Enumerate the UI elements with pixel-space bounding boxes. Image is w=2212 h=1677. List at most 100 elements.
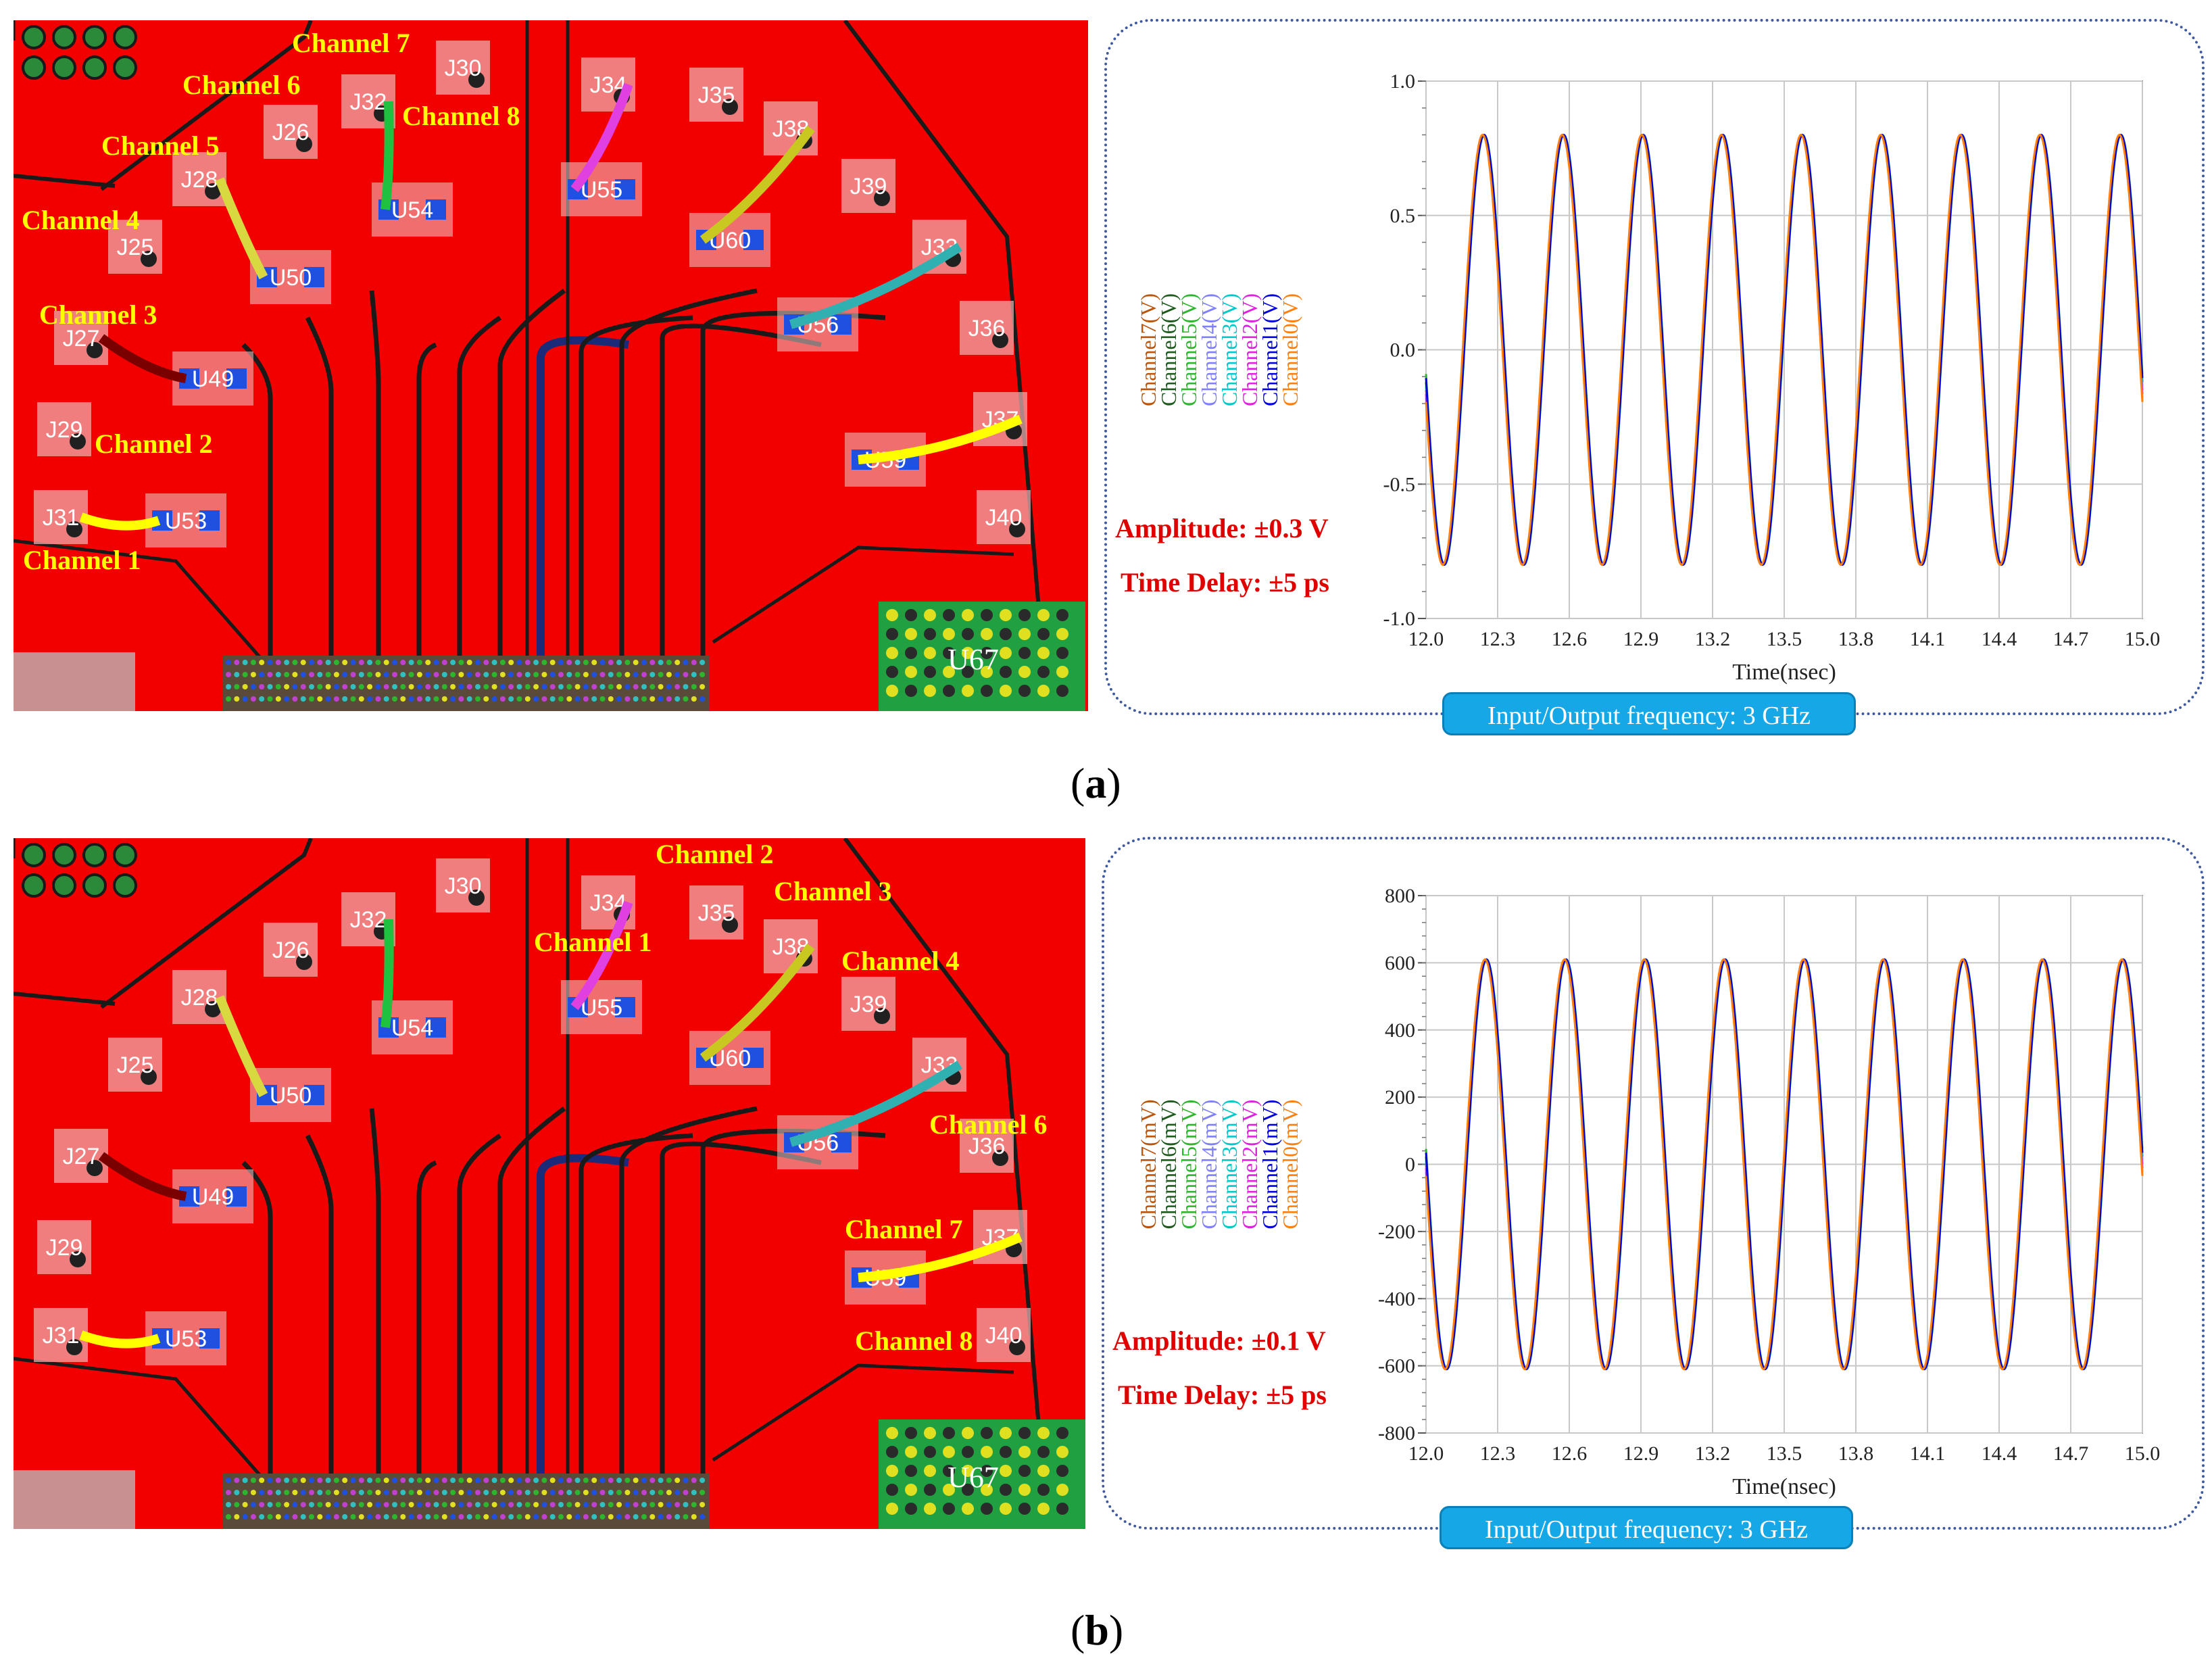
bga-ball bbox=[516, 660, 522, 665]
component-label: J39 bbox=[850, 992, 887, 1017]
component-pad bbox=[1009, 521, 1025, 537]
bga-ball bbox=[441, 1514, 447, 1520]
bga-ball bbox=[691, 1514, 697, 1520]
bga-ball bbox=[591, 1502, 597, 1507]
bga-ball bbox=[499, 1490, 506, 1495]
u67-via bbox=[1000, 628, 1012, 640]
bga-ball bbox=[475, 660, 481, 665]
bga-ball bbox=[608, 696, 614, 702]
bga-ball bbox=[608, 1478, 614, 1483]
component-label: J30 bbox=[445, 873, 482, 899]
bga-ball bbox=[275, 684, 281, 689]
bga-ball bbox=[383, 684, 389, 689]
component-label: U49 bbox=[192, 366, 234, 392]
bga-ball bbox=[325, 1478, 331, 1483]
component-label: J28 bbox=[181, 985, 218, 1011]
component-label: J32 bbox=[350, 89, 387, 115]
bga-ball bbox=[226, 1478, 231, 1483]
bga-ball bbox=[583, 1490, 589, 1495]
legend-entry: Channel5(mV) bbox=[1177, 1100, 1201, 1230]
bga-ball bbox=[317, 660, 323, 665]
bga-ball bbox=[333, 1490, 339, 1495]
u67-via bbox=[924, 647, 936, 659]
component-pad bbox=[426, 1017, 446, 1038]
component-pad bbox=[304, 1085, 324, 1105]
bga-ball bbox=[475, 684, 481, 689]
feed-line bbox=[858, 1232, 1023, 1282]
bga-ball bbox=[267, 660, 273, 665]
bga-ball bbox=[641, 696, 647, 702]
bga-ball bbox=[683, 696, 689, 702]
bga-ball bbox=[524, 696, 531, 702]
bga-ball bbox=[350, 1502, 356, 1507]
bga-ball bbox=[292, 1514, 298, 1520]
bga-ball bbox=[516, 672, 522, 677]
component-j28: J28 bbox=[172, 970, 226, 1024]
bga-ball bbox=[558, 696, 564, 702]
bga-ball bbox=[433, 1502, 439, 1507]
bga-ball bbox=[433, 1478, 439, 1483]
y-tick-label: 0.0 bbox=[1390, 339, 1416, 362]
bga-ball bbox=[699, 684, 706, 689]
u67-via bbox=[924, 609, 936, 621]
bga-ball bbox=[392, 672, 397, 677]
bga-ball bbox=[292, 1478, 298, 1483]
bga-ball bbox=[309, 684, 314, 689]
bga-ball bbox=[574, 1490, 581, 1495]
bga-ball bbox=[558, 1490, 564, 1495]
bga-ball bbox=[300, 660, 306, 665]
pcb-trace bbox=[497, 1107, 566, 1487]
bga-ball bbox=[309, 660, 314, 665]
component-label: J40 bbox=[985, 505, 1023, 531]
bga-ball bbox=[475, 696, 481, 702]
component-pad bbox=[66, 1339, 82, 1355]
time-delay-note-b: Time Delay: ±5 ps bbox=[1118, 1380, 1327, 1410]
component-label: J35 bbox=[698, 900, 735, 926]
bga-ball bbox=[325, 1514, 331, 1520]
pcb-trace bbox=[660, 323, 822, 669]
bga-ball bbox=[516, 1490, 522, 1495]
bga-ball bbox=[267, 672, 273, 677]
y-tick-label: -200 bbox=[1378, 1221, 1415, 1243]
component-pad bbox=[66, 521, 82, 537]
bga-ball bbox=[392, 1514, 397, 1520]
component-j29: J29 bbox=[37, 402, 91, 456]
bga-ball bbox=[599, 1478, 606, 1483]
bga-ball bbox=[284, 696, 290, 702]
component-j25: J25 bbox=[108, 220, 162, 274]
bga-ball bbox=[608, 1502, 614, 1507]
u67-via bbox=[943, 609, 955, 621]
bga-ball bbox=[350, 1478, 356, 1483]
channel-label-6: Channel 6 bbox=[182, 70, 301, 100]
u67-via bbox=[905, 1484, 917, 1496]
bga-ball bbox=[674, 660, 681, 665]
bga-ball bbox=[292, 660, 298, 665]
x-tick-label: 12.6 bbox=[1552, 1442, 1588, 1465]
bga-ball bbox=[259, 1502, 265, 1507]
bga-ball bbox=[300, 696, 306, 702]
bga-ball bbox=[666, 684, 672, 689]
u67-via bbox=[1000, 609, 1012, 621]
bga-ball bbox=[433, 684, 439, 689]
bga-ball bbox=[683, 684, 689, 689]
bga-ball bbox=[441, 660, 447, 665]
u67-via bbox=[981, 609, 993, 621]
bga-ball bbox=[458, 1478, 464, 1483]
bga-ball bbox=[641, 672, 647, 677]
channel-label-7: Channel 7 bbox=[292, 28, 410, 58]
bga-ball bbox=[649, 696, 656, 702]
component-pad bbox=[874, 1008, 890, 1024]
u67-via bbox=[1056, 609, 1068, 621]
bga-ball bbox=[342, 1502, 348, 1507]
bga-ball bbox=[458, 1514, 464, 1520]
bga-ball bbox=[566, 1490, 572, 1495]
bga-ball bbox=[466, 684, 472, 689]
bga-ball bbox=[499, 1478, 506, 1483]
bga-ball bbox=[616, 696, 622, 702]
u67-via bbox=[962, 666, 974, 678]
bga-ball bbox=[292, 1502, 298, 1507]
component-label: J35 bbox=[698, 82, 735, 108]
component-pad bbox=[468, 72, 485, 88]
channel-label-2: Channel 2 bbox=[95, 429, 213, 459]
component-j38: J38 bbox=[764, 101, 818, 155]
